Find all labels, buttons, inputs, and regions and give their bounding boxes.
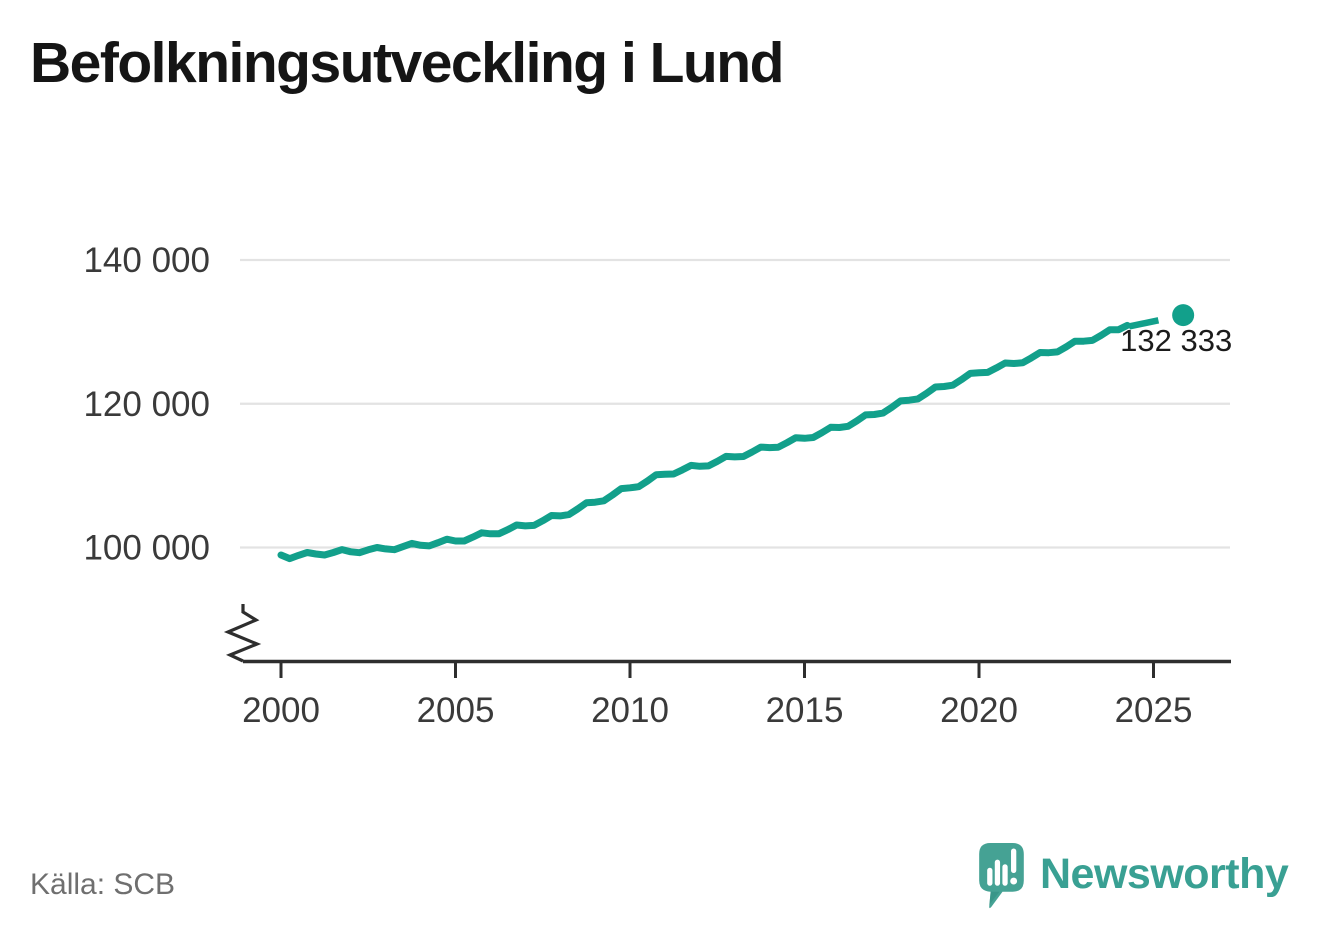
y-tick-label-100000: 100 000 <box>83 529 210 568</box>
x-axis-labels: 2000 2005 2010 2015 2020 2025 <box>242 691 1192 730</box>
x-tick-label-2020: 2020 <box>940 691 1018 730</box>
x-tick-label-2015: 2015 <box>766 691 844 730</box>
latest-value-label: 132 333 <box>1120 323 1232 358</box>
x-axis-ticks <box>279 663 1155 678</box>
gridlines <box>240 258 1230 549</box>
x-tick-label-2025: 2025 <box>1115 691 1193 730</box>
x-axis <box>223 604 1231 664</box>
chart-title: Befolkningsutveckling i Lund <box>30 31 784 95</box>
x-tick-label-2010: 2010 <box>591 691 669 730</box>
y-tick-label-120000: 120 000 <box>83 385 210 424</box>
series-group: 132 333 <box>277 304 1232 563</box>
population-line <box>277 321 1131 563</box>
newsworthy-bubble-chart-icon <box>979 843 1024 909</box>
newsworthy-wordmark: Newsworthy <box>1040 850 1289 898</box>
y-axis-labels: 100 000 120 000 140 000 <box>83 241 210 568</box>
x-tick-label-2000: 2000 <box>242 691 320 730</box>
x-tick-label-2005: 2005 <box>417 691 495 730</box>
newsworthy-logo: Newsworthy <box>978 842 1289 913</box>
exclamation-dot <box>1010 877 1018 885</box>
latest-point-dot <box>1172 304 1195 327</box>
speech-bubble-shape <box>979 843 1024 909</box>
source-note: Källa: SCB <box>30 868 176 901</box>
projection-dashed-line <box>1128 313 1176 330</box>
y-axis-break <box>223 604 262 663</box>
bar-chart-glyph <box>987 848 1017 886</box>
bubble-tail-shade <box>989 891 1000 905</box>
y-tick-label-140000: 140 000 <box>83 241 210 280</box>
